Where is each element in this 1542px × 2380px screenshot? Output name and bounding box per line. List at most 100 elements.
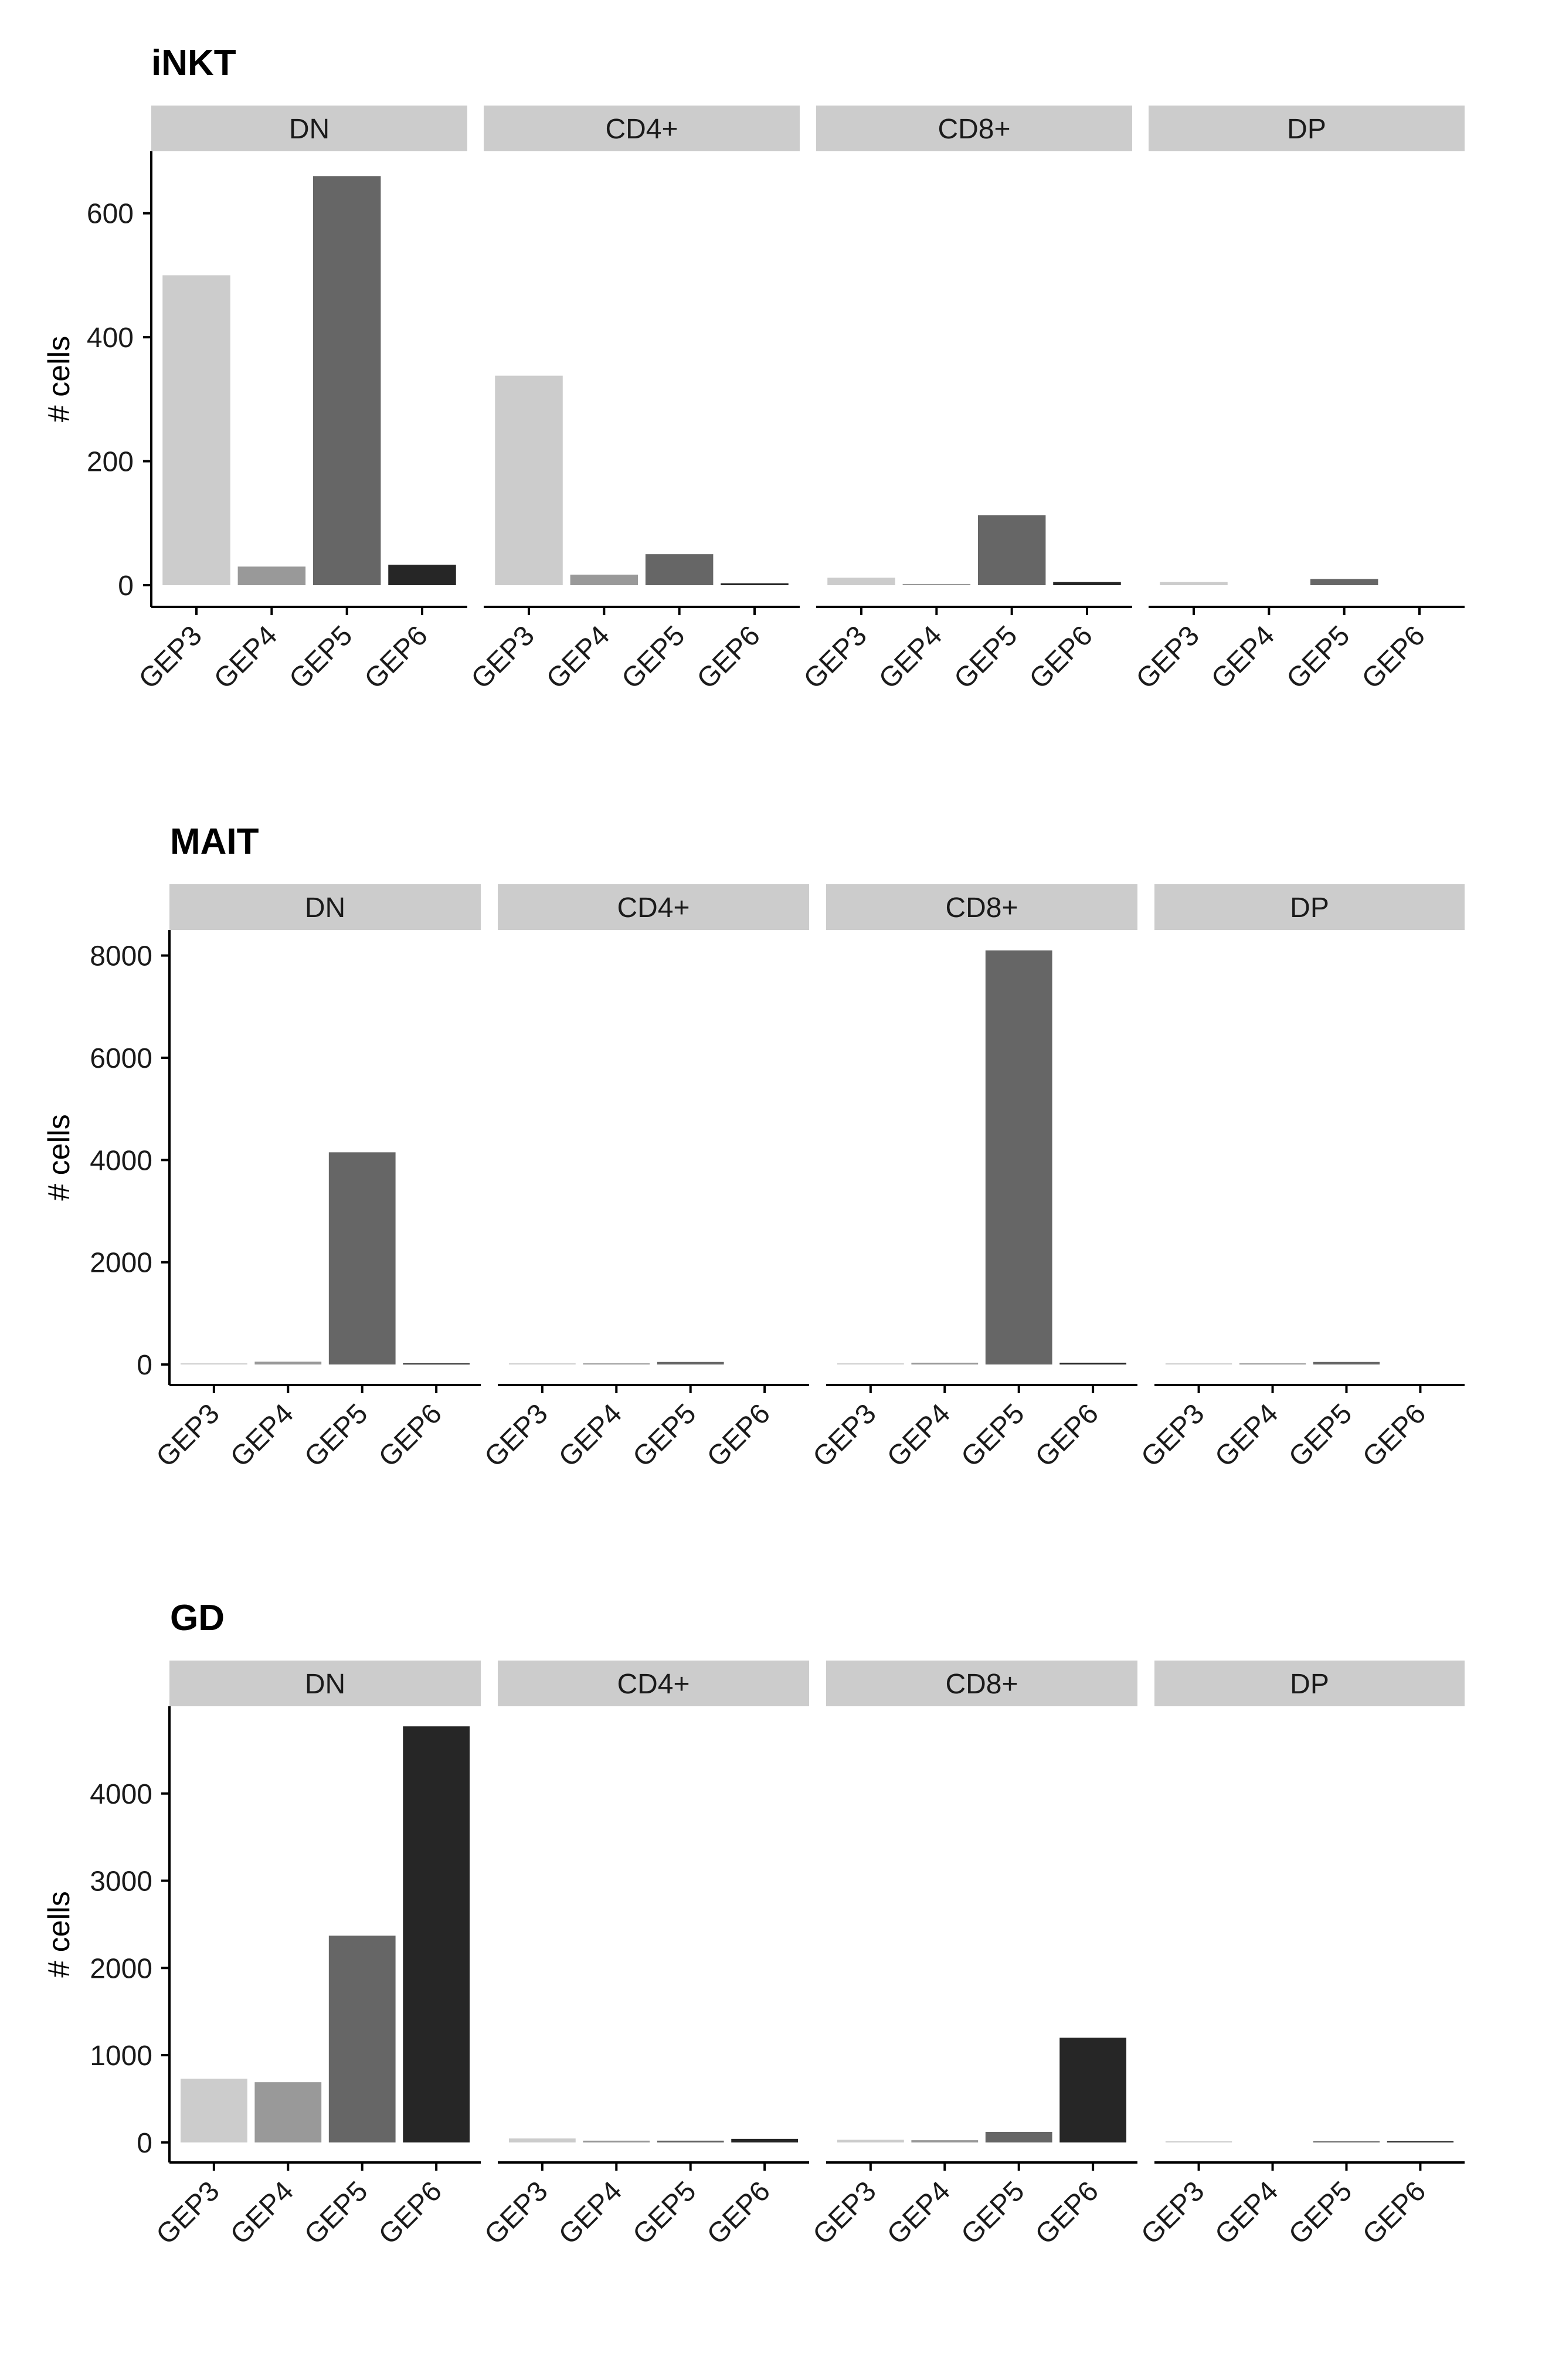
panel-title: iNKT: [151, 43, 236, 83]
y-tick-label: 400: [87, 322, 134, 354]
x-tick-label: GEP3: [807, 1398, 882, 1473]
facet-strip-label: CD8+: [938, 114, 1010, 145]
bar-gep4: [583, 1363, 650, 1365]
panel-gd: GD# cells01000200030004000DNGEP3GEP4GEP5…: [42, 1598, 1465, 2250]
facet-strip: [826, 884, 1137, 930]
facet-strip-label: DP: [1290, 892, 1329, 924]
facet-strip: [498, 884, 809, 930]
facet-strip: [1154, 1661, 1465, 1706]
x-tick-label: GEP3: [1135, 1398, 1210, 1473]
x-tick-label: GEP4: [1209, 1398, 1284, 1473]
bar-gep3: [1165, 1363, 1232, 1365]
x-tick-label: GEP4: [873, 620, 948, 695]
y-tick-label: 0: [118, 571, 134, 602]
y-tick-label: 0: [137, 1350, 152, 1381]
x-tick-label: GEP5: [955, 2175, 1030, 2250]
facet-strip: [816, 106, 1132, 151]
bar-gep4: [911, 2140, 979, 2143]
bar-gep3: [180, 2079, 247, 2143]
x-tick-label: GEP4: [881, 1398, 956, 1473]
facet-strip: [169, 884, 481, 930]
facet-strip-label: CD4+: [617, 1669, 690, 1700]
y-axis-label: # cells: [42, 1114, 76, 1200]
bar-gep5: [328, 1152, 396, 1365]
x-tick-label: GEP3: [466, 620, 541, 695]
x-tick-label: GEP6: [359, 620, 434, 695]
x-tick-label: GEP3: [479, 1398, 554, 1473]
bar-gep3: [1160, 582, 1228, 585]
x-tick-label: GEP6: [701, 1398, 776, 1473]
bar-gep5: [313, 176, 381, 585]
x-tick-label: GEP4: [553, 1398, 628, 1473]
y-tick-label: 2000: [90, 1953, 152, 1984]
bar-gep5: [657, 2140, 724, 2143]
y-tick-label: 6000: [90, 1043, 152, 1074]
x-tick-label: GEP3: [479, 2175, 554, 2250]
x-tick-label: GEP4: [208, 620, 283, 695]
x-tick-label: GEP4: [541, 620, 616, 695]
bar-gep6: [1053, 582, 1121, 585]
bar-gep4: [1239, 1363, 1306, 1365]
y-tick-label: 4000: [90, 1145, 152, 1176]
x-tick-label: GEP6: [1024, 620, 1099, 695]
facet-strip-label: CD4+: [617, 892, 690, 924]
x-tick-label: GEP4: [225, 1398, 300, 1473]
bar-gep4: [254, 2082, 322, 2143]
bar-gep5: [1310, 579, 1378, 585]
x-tick-label: GEP4: [225, 2175, 300, 2250]
x-tick-label: GEP3: [151, 2175, 226, 2250]
bar-gep3: [827, 578, 895, 585]
x-tick-label: GEP3: [1135, 2175, 1210, 2250]
x-tick-label: GEP6: [1356, 620, 1431, 695]
facet-strip: [498, 1661, 809, 1706]
facet-strip: [1149, 106, 1465, 151]
bar-gep3: [180, 1363, 247, 1365]
y-tick-label: 0: [137, 2128, 152, 2159]
bar-gep4: [902, 583, 971, 585]
x-tick-label: GEP5: [1281, 620, 1356, 695]
facet-strip-label: CD4+: [605, 114, 678, 145]
facet-strip-label: DP: [1287, 114, 1326, 145]
x-tick-label: GEP5: [627, 2175, 702, 2250]
facet-strip: [151, 106, 467, 151]
bar-gep6: [388, 565, 456, 585]
x-tick-label: GEP4: [553, 2175, 628, 2250]
x-tick-label: GEP5: [616, 620, 691, 695]
bar-gep5: [657, 1362, 724, 1365]
x-tick-label: GEP3: [133, 620, 208, 695]
facet-strip-label: CD8+: [945, 1669, 1018, 1700]
x-tick-label: GEP3: [807, 2175, 882, 2250]
bar-gep3: [837, 1363, 904, 1365]
facet-strip: [169, 1661, 481, 1706]
bar-gep4: [911, 1363, 979, 1365]
bar-gep4: [583, 2140, 650, 2143]
x-tick-label: GEP3: [1130, 620, 1205, 695]
panel-title: GD: [170, 1598, 225, 1638]
bar-gep5: [985, 2131, 1052, 2143]
x-tick-label: GEP5: [627, 1398, 702, 1473]
panel-mait: MAIT# cells02000400060008000DNGEP3GEP4GE…: [42, 821, 1465, 1473]
bar-gep3: [837, 2140, 904, 2143]
x-tick-label: GEP5: [298, 2175, 373, 2250]
facet-strip-label: CD8+: [945, 892, 1018, 924]
bar-gep4: [254, 1362, 322, 1365]
x-tick-label: GEP4: [881, 2175, 956, 2250]
bar-gep3: [495, 375, 563, 585]
facet-strip-label: DN: [305, 1669, 345, 1700]
bar-gep6: [1059, 1363, 1127, 1365]
x-tick-label: GEP5: [1283, 2175, 1358, 2250]
bar-gep4: [570, 575, 638, 585]
bar-gep3: [162, 275, 230, 585]
y-tick-label: 4000: [90, 1779, 152, 1810]
bar-gep3: [1165, 2141, 1232, 2143]
bar-gep3: [508, 2138, 576, 2143]
x-tick-label: GEP6: [691, 620, 766, 695]
facet-strip-label: DN: [289, 114, 330, 145]
bar-gep5: [985, 950, 1052, 1365]
bar-gep6: [731, 2138, 799, 2143]
